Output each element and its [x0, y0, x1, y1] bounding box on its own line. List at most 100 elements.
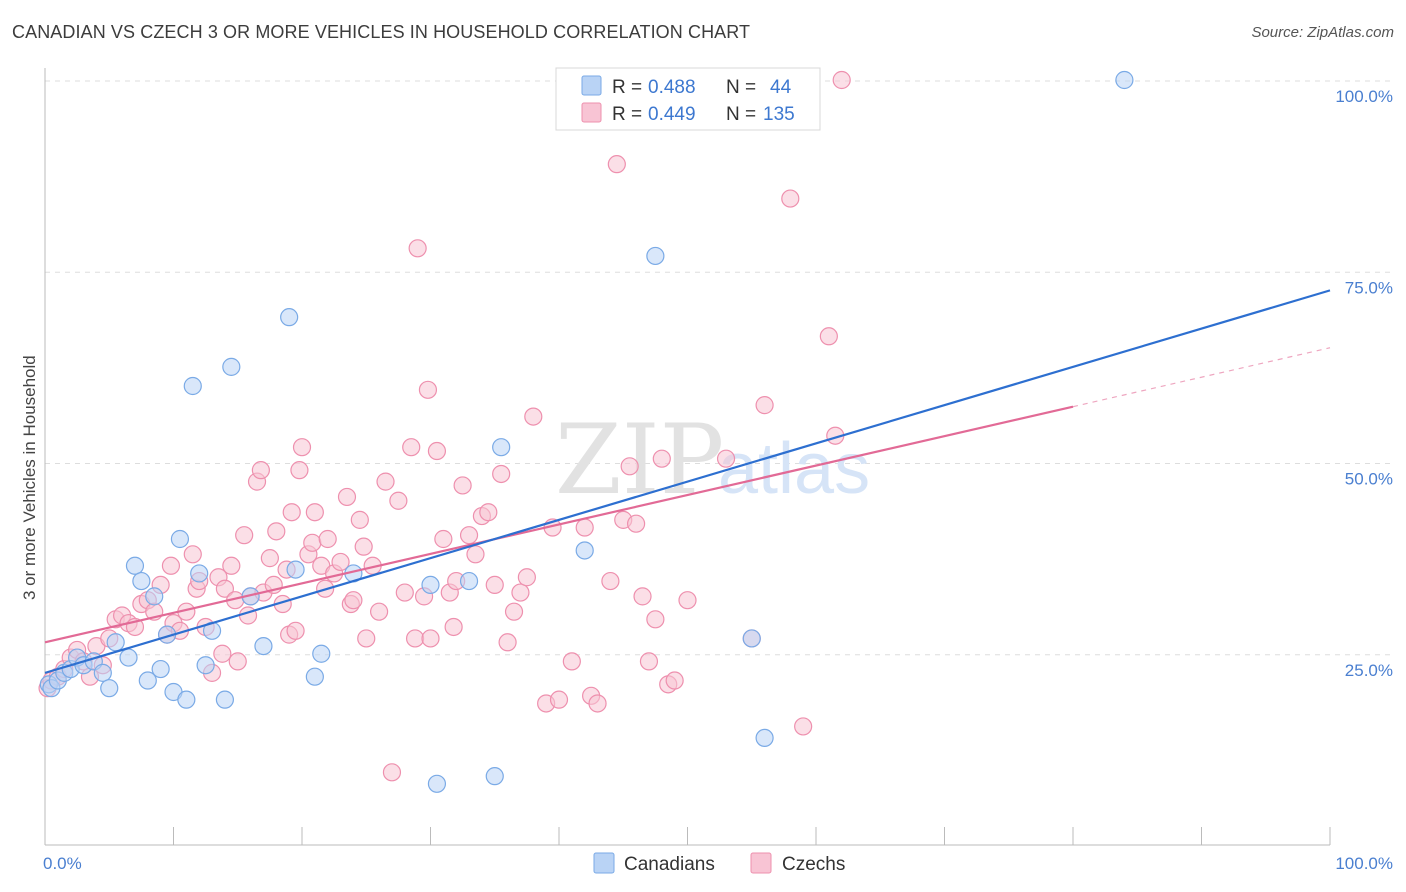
- canadians-point: [286, 560, 305, 579]
- legend-swatch-czechs: [581, 102, 602, 123]
- watermark-atlas: atlas: [718, 429, 870, 509]
- czechs-point: [819, 327, 838, 346]
- czechs-point: [337, 487, 357, 507]
- czechs-point: [794, 717, 813, 736]
- canadians-point: [151, 659, 170, 679]
- czechs-point: [652, 449, 671, 468]
- czechs-point: [575, 518, 594, 537]
- canadians-point: [215, 690, 234, 709]
- canadians-point: [427, 774, 447, 793]
- grid-layer: [45, 80, 1392, 656]
- czechs-point: [344, 591, 363, 610]
- canadians-point: [138, 671, 157, 690]
- czechs-point: [370, 602, 389, 621]
- series-label-czechs: Czechs: [782, 854, 845, 875]
- series-legend: Canadians Czechs: [593, 852, 845, 875]
- series-label-canadians: Canadians: [624, 854, 715, 875]
- x-tick-label-min: 0.0%: [43, 854, 82, 873]
- czechs-point: [305, 503, 324, 522]
- czechs-point: [395, 583, 414, 602]
- czechs-point: [421, 629, 440, 648]
- czechs-point: [485, 575, 504, 595]
- legend-r-label-czechs: R =: [612, 104, 642, 125]
- czechs-point: [235, 526, 254, 545]
- czechs-point: [267, 522, 286, 541]
- czechs-point: [626, 514, 646, 533]
- y-tick-label: 75.0%: [1345, 278, 1393, 297]
- czechs-point: [427, 441, 447, 461]
- czechs-point: [405, 629, 425, 648]
- czechs-point: [511, 583, 530, 602]
- czechs-point: [418, 380, 438, 399]
- legend-n-label-czechs: N =: [726, 104, 756, 125]
- czechs-point: [716, 449, 736, 468]
- canadians-point: [755, 728, 774, 748]
- czechs-point: [620, 457, 639, 476]
- czechs-point: [479, 503, 498, 522]
- canadians-point: [190, 564, 209, 583]
- canadians-point: [254, 636, 273, 656]
- canadians-point: [100, 679, 119, 698]
- axes-layer: 25.0% 50.0% 75.0% 100.0% 0.0% 100.0%: [43, 68, 1393, 873]
- czechs-point: [588, 694, 607, 713]
- y-tick-label: 100.0%: [1335, 87, 1393, 106]
- legend-r-label-canadians: R =: [612, 77, 642, 98]
- canadians-point: [312, 644, 331, 663]
- canadians-point: [196, 656, 215, 675]
- czechs-trend-line: [44, 405, 1074, 644]
- czechs-point: [228, 652, 247, 671]
- czechs-point: [607, 155, 626, 174]
- canadians-point: [280, 308, 299, 327]
- czechs-point: [665, 671, 684, 690]
- watermark: ZIP atlas: [555, 404, 870, 516]
- legend-n-value-czechs: 135: [763, 104, 795, 125]
- canadians-point: [125, 556, 145, 575]
- czechs-point: [781, 189, 800, 208]
- series-swatch-canadians: [593, 852, 615, 874]
- czechs-point: [517, 568, 536, 587]
- czechs-point: [357, 629, 376, 648]
- czechs-point: [354, 537, 373, 556]
- canadians-point: [177, 690, 196, 709]
- czechs-point: [459, 526, 479, 545]
- canadians-point: [492, 438, 511, 457]
- series-swatch-czechs: [750, 852, 772, 874]
- czechs-point: [492, 464, 511, 484]
- czechs-point: [389, 491, 408, 510]
- czechs-point: [161, 556, 181, 575]
- czechs-point: [215, 579, 234, 598]
- canadians-point: [145, 587, 164, 606]
- canadians-point: [305, 667, 324, 686]
- czechs-point: [444, 617, 463, 637]
- czechs-point: [402, 438, 421, 457]
- chart-source: Source: ZipAtlas.com: [1251, 24, 1394, 41]
- y-axis-label: 3 or more Vehicles in Household: [20, 355, 39, 600]
- czechs-point: [260, 549, 279, 568]
- legend-n-value-canadians: 44: [770, 77, 792, 98]
- canadians-point: [222, 357, 241, 376]
- czechs-point: [633, 587, 652, 606]
- canadians-point: [421, 575, 440, 595]
- czechs-trend-extension: [1072, 347, 1331, 408]
- canadians-point: [119, 648, 138, 667]
- czechs-point: [832, 70, 851, 90]
- czechs-point: [646, 610, 665, 629]
- canadians-point: [93, 663, 112, 682]
- canadians-point: [459, 571, 479, 591]
- canadians-point: [1115, 70, 1134, 90]
- czechs-point: [382, 763, 402, 782]
- legend-r-value-czechs: 0.449: [648, 104, 696, 125]
- czechs-point: [755, 396, 774, 415]
- canadians-point: [106, 633, 125, 652]
- x-tick-label-max: 100.0%: [1335, 854, 1393, 873]
- canadians-point: [485, 767, 504, 786]
- czechs-point: [350, 510, 369, 529]
- czechs-point: [376, 472, 395, 491]
- canadians-point: [646, 246, 665, 266]
- canadians-point: [575, 541, 594, 560]
- legend-r-value-canadians: 0.488: [648, 77, 696, 98]
- czechs-point: [183, 545, 202, 564]
- czechs-point: [504, 602, 524, 621]
- czechs-point: [549, 690, 569, 709]
